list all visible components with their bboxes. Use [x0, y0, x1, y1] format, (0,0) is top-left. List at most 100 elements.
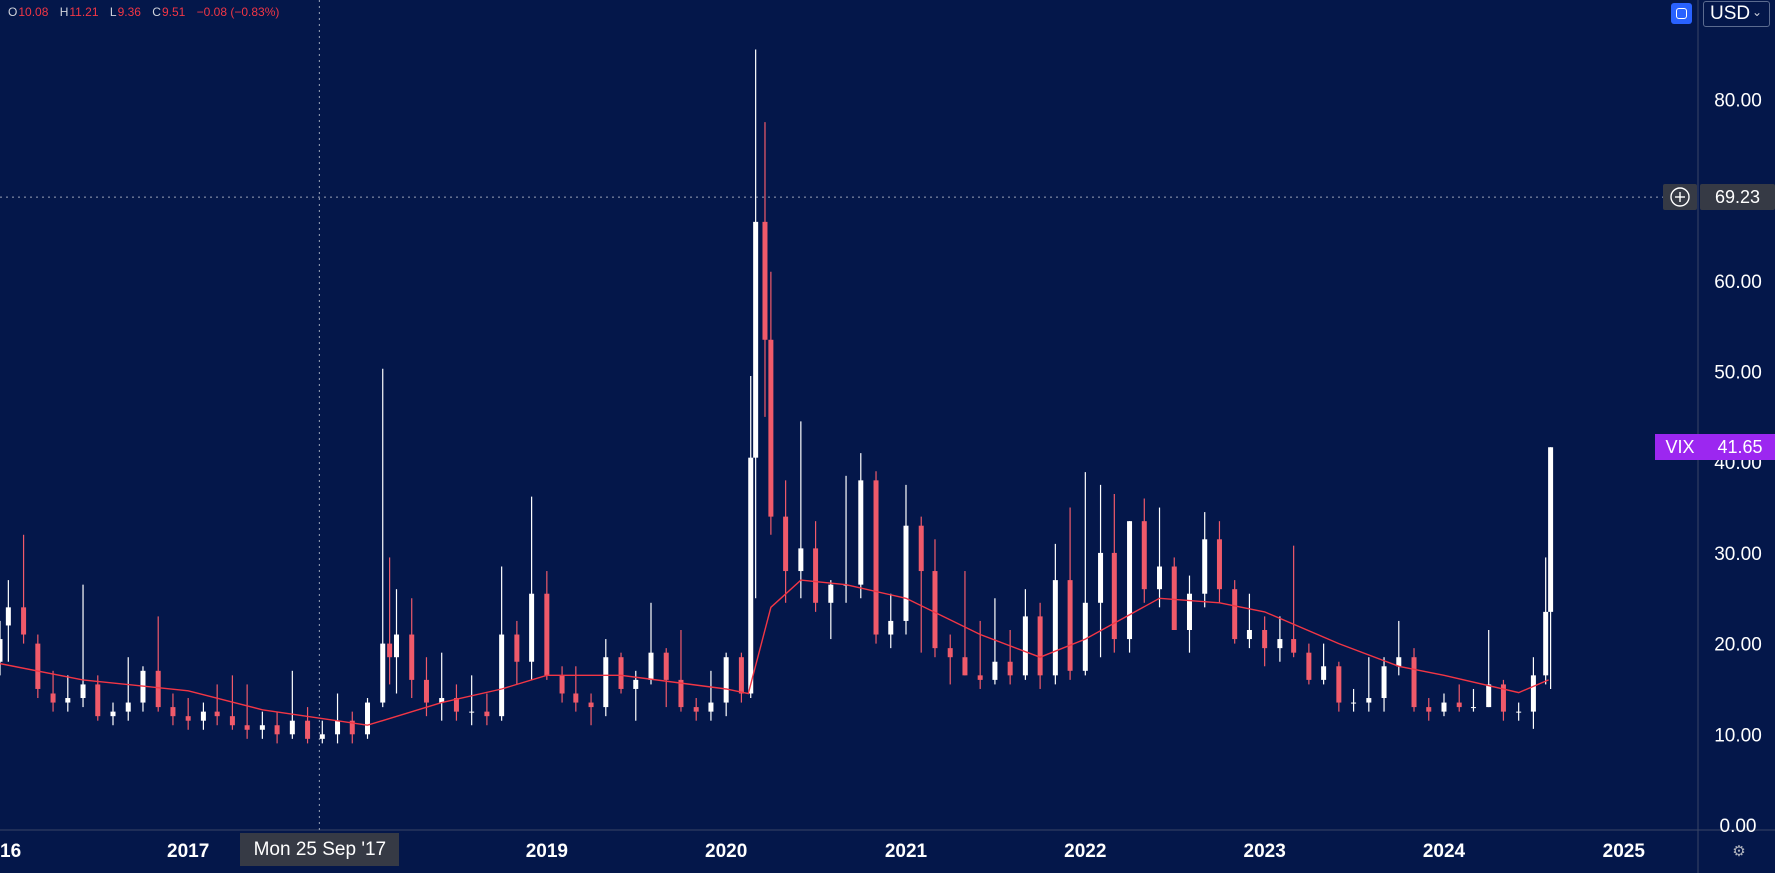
ohlc-low-value: 9.36: [117, 5, 141, 19]
gear-icon[interactable]: ⚙: [1732, 843, 1746, 860]
candle-body: [633, 679, 639, 689]
candle-body: [274, 725, 280, 735]
candle-body: [1500, 684, 1506, 712]
y-tick-label: 0.00: [1720, 816, 1757, 837]
ohlc-close-value: 9.51: [161, 5, 186, 19]
candle-body: [289, 720, 295, 735]
x-tick-label: 2022: [1064, 841, 1106, 862]
candle-body: [962, 657, 968, 676]
candle-body: [0, 639, 3, 662]
crosshair-date-tag: Mon 25 Sep '17: [240, 833, 400, 866]
y-tick-label: 50.00: [1714, 363, 1762, 384]
currency-select[interactable]: USD ⌄: [1703, 1, 1770, 27]
x-tick-label: 2024: [1423, 841, 1466, 862]
candle-body: [1157, 566, 1163, 590]
candle-body: [1291, 639, 1297, 653]
candle-body: [423, 679, 429, 703]
candle-body: [200, 711, 206, 721]
candle-body: [305, 720, 311, 739]
candle-body: [798, 548, 804, 572]
candle-body: [1486, 684, 1492, 708]
ohlc-high-value: 11.21: [69, 5, 99, 19]
add-alert-button[interactable]: [1663, 184, 1697, 211]
candle-body: [1186, 593, 1192, 630]
candle-body: [1441, 702, 1447, 712]
candle-body: [259, 725, 265, 730]
candle-body: [409, 634, 415, 680]
candle-body: [35, 643, 41, 689]
candle-body: [110, 711, 116, 717]
candle-body: [244, 725, 250, 730]
candle-body: [1171, 566, 1177, 630]
sync-button[interactable]: [1671, 3, 1692, 24]
candle-body: [1277, 639, 1283, 649]
candle-body: [50, 693, 56, 703]
candle-body: [618, 657, 624, 689]
candle-body: [1366, 698, 1372, 703]
ohlc-open-label: O: [8, 5, 18, 19]
candle-body: [1306, 652, 1312, 680]
candle-body: [1411, 657, 1417, 708]
candle-body: [1141, 521, 1147, 590]
candle-body: [514, 634, 520, 662]
y-tick-label: 80.00: [1714, 90, 1762, 111]
candle-body: [21, 607, 27, 635]
candle-body: [1516, 711, 1522, 713]
candle-layer: [0, 49, 1554, 744]
candle-body: [1098, 552, 1104, 603]
candle-body: [125, 702, 131, 712]
candle-body: [753, 221, 759, 458]
candle-body: [1381, 666, 1387, 699]
ohlc-close-label: C: [152, 5, 161, 19]
candle-body: [1336, 666, 1342, 703]
candle-body: [335, 720, 341, 735]
candle-body: [1321, 666, 1327, 680]
candle-body: [1127, 521, 1133, 640]
candle-body: [573, 693, 579, 703]
candle-body: [1022, 616, 1028, 676]
candle-body: [349, 720, 355, 735]
candle-body: [214, 711, 220, 717]
candle-body: [708, 702, 714, 712]
currency-label: USD: [1710, 3, 1751, 24]
y-tick-label: 60.00: [1714, 272, 1762, 293]
candle-body: [738, 657, 744, 694]
candle-body: [1202, 539, 1208, 594]
candle-body: [1037, 616, 1043, 676]
ohlc-legend: O10.08 H11.21 L9.36 C9.51 −0.08 (−0.83%): [8, 5, 287, 19]
sync-square-icon: [1676, 8, 1687, 19]
candle-body: [95, 684, 101, 717]
ohlc-change-value: −0.08 (−0.83%): [196, 5, 280, 19]
candle-body: [813, 548, 819, 603]
candle-body: [1470, 707, 1476, 709]
candle-body: [387, 643, 393, 658]
moving-average-layer: [0, 579, 1549, 726]
candle-body: [170, 707, 176, 717]
candle-body: [1530, 675, 1536, 712]
candle-body: [229, 716, 235, 726]
symbol-price-tag: 41.65: [1705, 434, 1775, 461]
candle-body: [1456, 702, 1462, 708]
candle-body: [678, 679, 684, 708]
candle-body: [748, 457, 754, 694]
x-tick-label: 2023: [1244, 841, 1286, 862]
candle-body: [1543, 611, 1549, 676]
candle-body: [783, 516, 789, 572]
x-tick-label: 2017: [167, 841, 209, 862]
candle-body: [1548, 447, 1554, 612]
candle-body: [828, 584, 834, 603]
candle-body: [723, 657, 729, 703]
candle-body: [603, 657, 609, 708]
candle-body: [380, 643, 386, 703]
ohlc-low-label: L: [109, 5, 117, 19]
candle-body: [1052, 580, 1058, 676]
candle-body: [873, 480, 879, 635]
candle-body: [439, 698, 445, 703]
candle-body: [888, 620, 894, 635]
candle-body: [484, 711, 490, 717]
candle-body: [1111, 552, 1117, 640]
candle-body: [185, 716, 191, 721]
candle-body: [977, 675, 983, 680]
